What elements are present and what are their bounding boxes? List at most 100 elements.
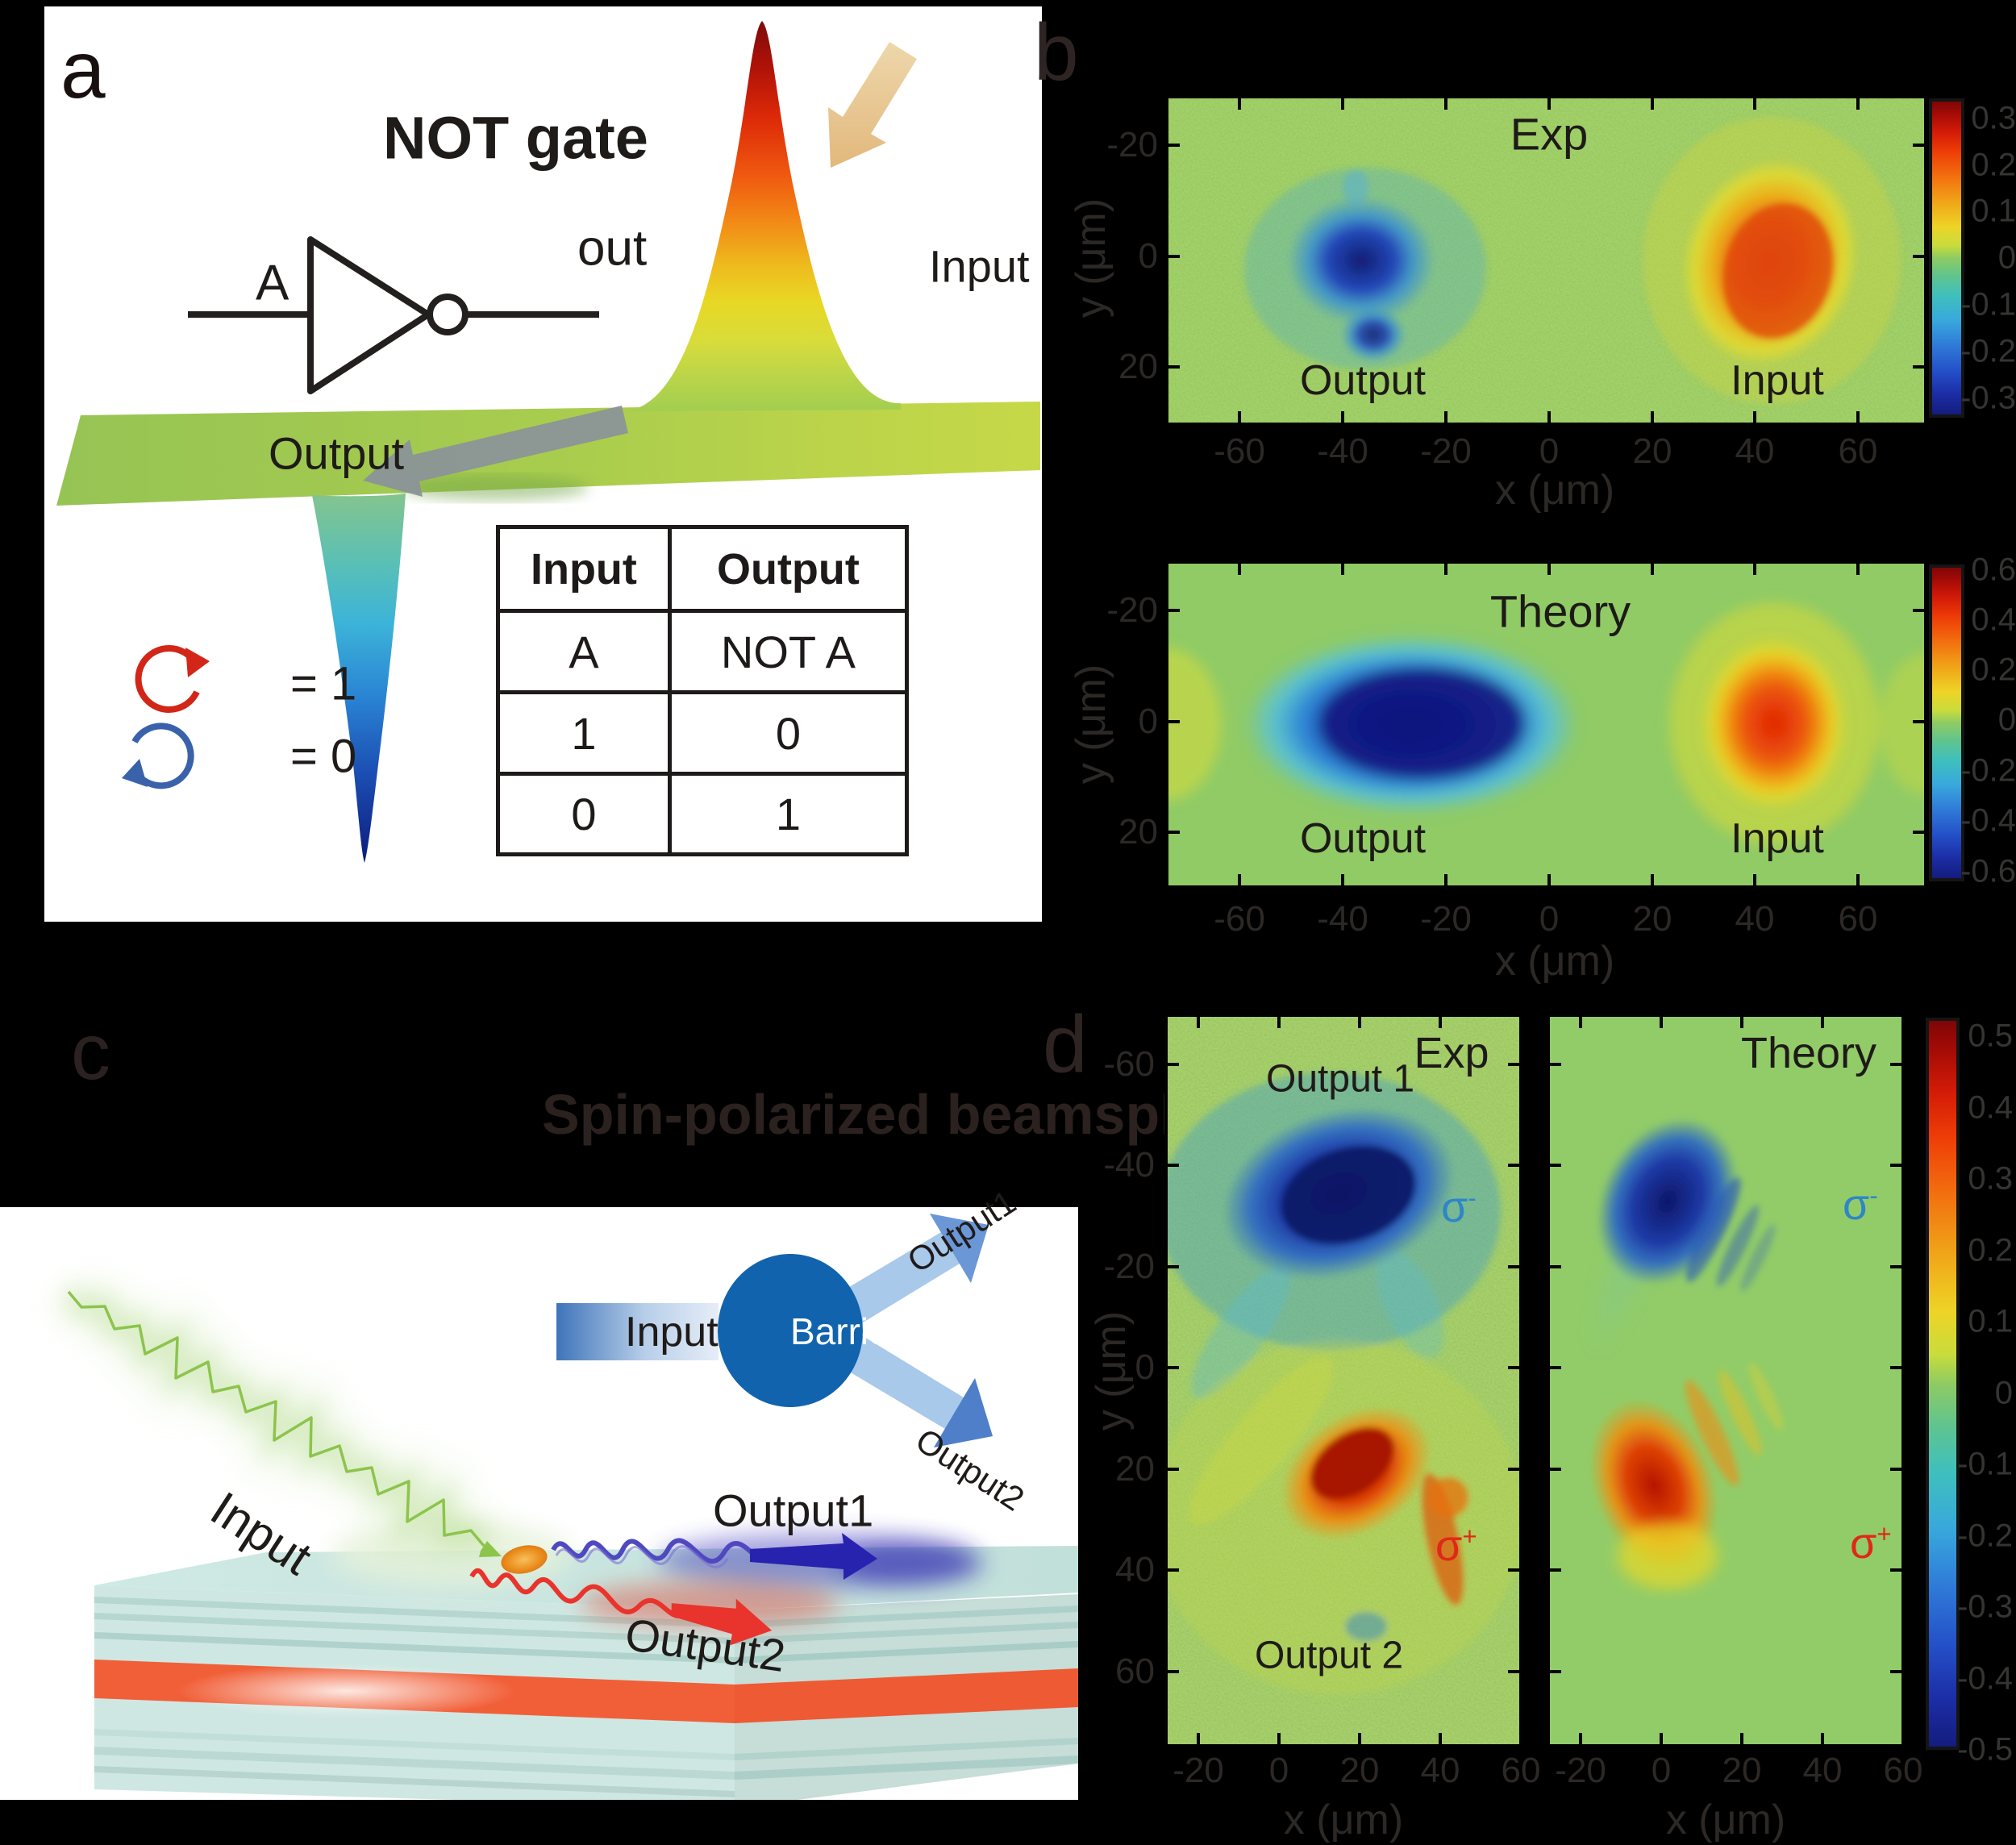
- b-exp-xtick: 0: [1539, 431, 1560, 471]
- axis-ticks: [1167, 562, 1926, 887]
- b-theory-colorbar: [1929, 564, 1964, 881]
- heatmap-d-theory: [1547, 1014, 1905, 1747]
- surface-shadow: [403, 475, 589, 501]
- b-theory-ytick: -20: [1106, 590, 1158, 630]
- panel-c-label: c: [71, 1007, 110, 1096]
- schematic-barrier-circle: [718, 1254, 863, 1407]
- b-exp-output-label: Output: [1299, 357, 1427, 404]
- pump-arrow: [828, 42, 917, 168]
- d-ytick: -40: [1103, 1145, 1155, 1185]
- truth-cell: A: [496, 609, 672, 694]
- table-row: 0 1: [496, 772, 910, 856]
- d-ytick: -60: [1103, 1044, 1155, 1084]
- axis-ticks: [1167, 97, 1926, 424]
- b-theory-cbtick: 0.6: [1971, 552, 2016, 588]
- truth-table: Input Output A NOT A 1 0 0 1: [496, 525, 910, 856]
- b-exp-cbtick: 0.1: [1971, 193, 2016, 229]
- truth-header-input: Input: [496, 525, 672, 613]
- output2-wave: [469, 1568, 773, 1646]
- b-exp-ytick: 20: [1118, 347, 1158, 386]
- heatmap-d-exp-blobs: [1164, 1072, 1522, 1695]
- d-theory-xtick: 60: [1883, 1751, 1923, 1790]
- heatmap-b-exp-blobs: [1244, 117, 1901, 404]
- d-cbtick: 0.4: [1968, 1089, 2013, 1126]
- b-theory-xtick: 60: [1838, 899, 1878, 939]
- heatmap-b-theory-blobs: [1165, 602, 1927, 844]
- b-exp-ytick: 0: [1138, 236, 1158, 276]
- d-cbtick: -0.4: [1957, 1660, 2013, 1697]
- d-colorbar: [1926, 1018, 1960, 1750]
- truth-header-output: Output: [667, 525, 910, 613]
- panel-d-label: d: [1043, 999, 1088, 1089]
- d-ytick: 40: [1115, 1550, 1155, 1589]
- b-exp-cbtick: 0.3: [1971, 100, 2016, 136]
- spin-down-icon: [122, 723, 194, 789]
- b-theory-xtick: 40: [1735, 899, 1775, 939]
- axis-ticks: [1548, 1015, 1903, 1746]
- d-exp-xtick: 0: [1268, 1751, 1289, 1790]
- d-ytick: 0: [1135, 1347, 1155, 1387]
- d-ytick: -20: [1103, 1247, 1155, 1286]
- b-exp-cbtick: 0.2: [1971, 147, 2016, 183]
- b-theory-xtick: -60: [1214, 899, 1265, 939]
- b-theory-cbtick: 0.2: [1971, 652, 2016, 688]
- b-exp-colorbar: [1929, 98, 1964, 418]
- d-cbtick: 0.2: [1968, 1232, 2013, 1268]
- d-exp-xtick: 40: [1420, 1751, 1460, 1790]
- b-exp-xtick: -60: [1214, 431, 1265, 471]
- d-exp-xtick: 20: [1339, 1751, 1380, 1790]
- input-beam: [51, 1277, 502, 1563]
- truth-cell: 1: [667, 772, 910, 856]
- output1-glow-core: [839, 1543, 984, 1585]
- potential-dip: [312, 494, 406, 863]
- d-cbtick: -0.3: [1957, 1589, 2013, 1625]
- b-theory-title: Theory: [1489, 585, 1631, 637]
- heatmap-d-exp: [1164, 1014, 1522, 1747]
- d-ylabel: y (μm): [1088, 1310, 1135, 1431]
- b-theory-xtick: -40: [1317, 899, 1368, 939]
- b-exp-xtick: -20: [1420, 431, 1472, 471]
- not-gate-symbol: [188, 236, 599, 394]
- d-exp-xtick: -20: [1173, 1751, 1224, 1790]
- output-direction-arrow: [363, 406, 628, 497]
- b-theory-cbtick: -0.4: [1960, 802, 2016, 839]
- gaussian-peak: [623, 21, 901, 411]
- d-cbtick: 0.3: [1968, 1160, 2013, 1197]
- b-exp-ytick: -20: [1106, 125, 1158, 165]
- d-ytick: 60: [1115, 1651, 1155, 1691]
- b-exp-xtick: 40: [1735, 431, 1775, 471]
- b-exp-cbtick: -0.1: [1960, 286, 2016, 323]
- heatmap-b-exp: [1165, 95, 1927, 426]
- d-cbtick: 0: [1994, 1375, 2013, 1411]
- d-cbtick: -0.5: [1957, 1731, 2013, 1768]
- b-theory-input-label: Input: [1731, 815, 1824, 862]
- panel-c-art: [51, 1214, 1078, 1800]
- d-theory-xtick: 0: [1651, 1751, 1672, 1790]
- b-theory-ytick: 0: [1138, 702, 1158, 741]
- b-theory-xlabel: x (μm): [1494, 938, 1615, 985]
- heatmap-d-theory-blobs: [1589, 1118, 1784, 1589]
- truth-cell: 0: [667, 690, 910, 776]
- output2-glow: [581, 1581, 839, 1626]
- table-row: 1 0: [496, 690, 910, 776]
- polariton-surface: [56, 402, 1040, 506]
- d-cbtick: 0.5: [1968, 1018, 2013, 1054]
- b-theory-ylabel: y (μm): [1068, 664, 1114, 785]
- output1-wave: [551, 1533, 877, 1580]
- truth-cell: 0: [496, 772, 672, 856]
- truth-cell: NOT A: [667, 609, 910, 694]
- b-exp-cbtick: -0.3: [1960, 380, 2016, 416]
- b-exp-title: Exp: [1510, 108, 1589, 160]
- axis-ticks: [1166, 1015, 1521, 1746]
- d-theory-xtick: 20: [1722, 1751, 1762, 1790]
- stack-right-face: [735, 1594, 1078, 1800]
- d-theory-xlabel: x (μm): [1665, 1797, 1786, 1843]
- b-exp-input-label: Input: [1731, 357, 1824, 404]
- b-theory-output-label: Output: [1299, 815, 1427, 862]
- table-row: A NOT A: [496, 609, 910, 694]
- b-exp-xlabel: x (μm): [1494, 467, 1615, 514]
- panel-a-label: a: [60, 25, 106, 115]
- d-cbtick: 0.1: [1968, 1303, 2013, 1339]
- b-exp-xtick: -40: [1317, 431, 1368, 471]
- d-theory-title: Theory: [1740, 1029, 1877, 1077]
